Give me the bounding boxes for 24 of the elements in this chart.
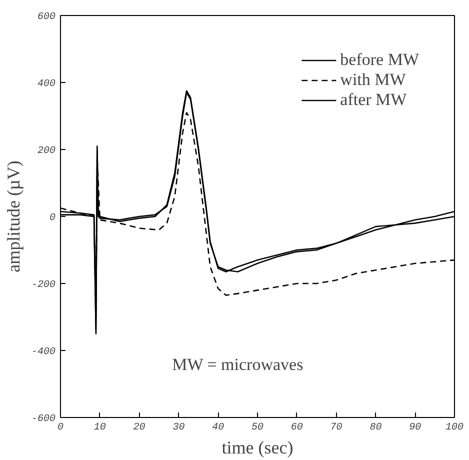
y-axis-title: amplitude (µV) (3, 160, 24, 272)
x-tick-label: 30 (172, 422, 185, 434)
y-tick-label: -200 (31, 280, 56, 291)
x-tick-label: 50 (252, 422, 264, 434)
legend-label: with MW (340, 70, 406, 90)
x-tick-label: 20 (133, 422, 146, 434)
x-tick-label: 70 (330, 422, 342, 434)
x-tick-label: 10 (94, 422, 106, 434)
x-axis-title: time (sec) (222, 438, 294, 458)
x-tick-label: 60 (290, 422, 303, 434)
y-tick-label: 200 (37, 146, 56, 157)
x-tick-label: 80 (370, 422, 382, 434)
y-tick-label: 0 (50, 213, 56, 224)
x-tick-label: 40 (212, 422, 224, 434)
annotation: MW = microwaves (172, 354, 304, 374)
y-tick-label: 400 (37, 79, 56, 90)
y-tick-label: -600 (31, 414, 56, 425)
x-tick-label: 90 (409, 422, 422, 434)
legend-label: after MW (340, 90, 407, 110)
legend-label: before MW (340, 50, 419, 70)
y-tick-label: 600 (37, 12, 56, 23)
x-tick-label: 0 (58, 422, 64, 434)
x-tick-label: 100 (446, 422, 464, 434)
y-tick-label: -400 (31, 347, 56, 358)
